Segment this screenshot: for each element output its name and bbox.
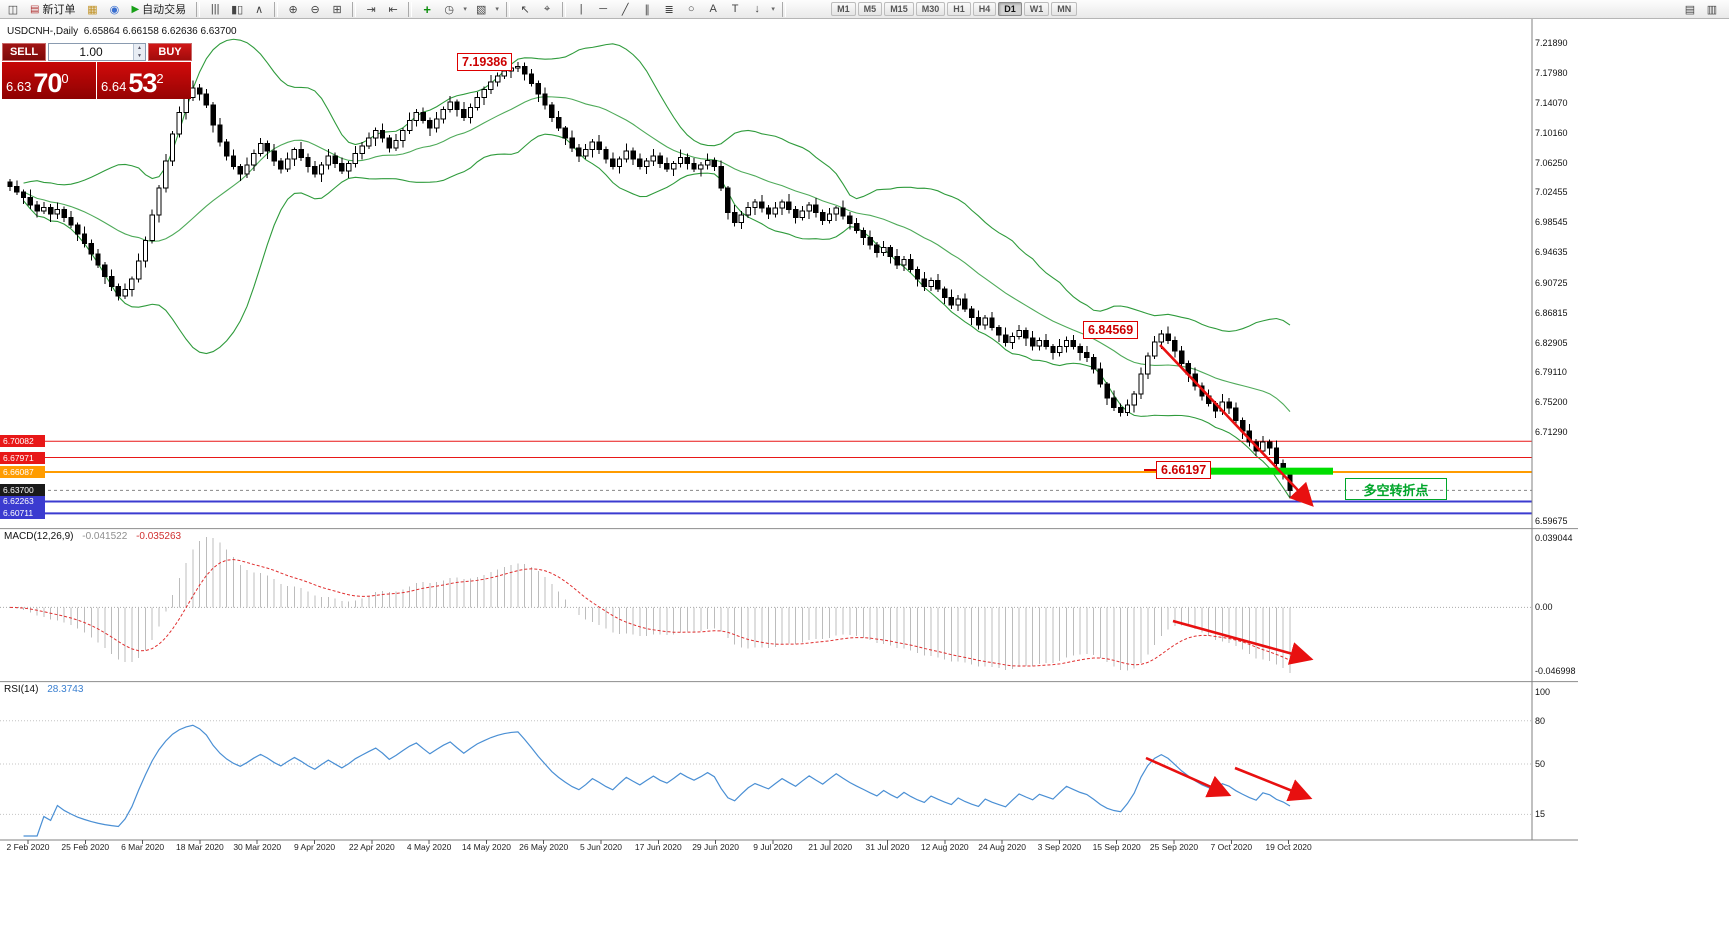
autotrading-button-icon: ▶: [131, 3, 140, 15]
timeframe-button-h4[interactable]: H4: [972, 2, 997, 16]
sell-button[interactable]: SELL: [2, 43, 46, 61]
bar-chart-icon[interactable]: |||: [210, 3, 220, 15]
rsi-title: RSI(14): [4, 684, 39, 695]
new-order-button-label: 新订单: [42, 4, 76, 16]
timeframe-button-d1[interactable]: D1: [998, 2, 1022, 16]
ask-sup: 2: [156, 71, 164, 86]
new-order-button-icon: ▤: [30, 3, 40, 15]
macd-indicator-label: MACD(12,26,9) -0.041522 -0.035263: [4, 531, 181, 542]
macd-signal-line: [9, 559, 1291, 667]
alerts-icon[interactable]: ◉: [109, 3, 120, 16]
rsi-level-lines: [0, 720, 1532, 815]
timeframe-group: M1 M5 M15 M30 H1 H4 D1 W1 MN: [830, 2, 1078, 16]
pane-dividers[interactable]: [0, 528, 1578, 683]
arrows-caret-icon[interactable]: ▾: [771, 6, 775, 13]
periods-icon[interactable]: ◷: [444, 3, 454, 16]
ohlc-values: 6.65864 6.66158 6.62636 6.63700: [83, 26, 237, 37]
horizontal-level-lines[interactable]: [0, 440, 1532, 515]
macd-main-value: -0.041522: [82, 531, 128, 542]
fibonacci-icon[interactable]: ≣: [664, 3, 674, 16]
text-label-icon[interactable]: T: [731, 3, 739, 15]
candlestick-chart-icon[interactable]: ▮▯: [231, 3, 244, 16]
tile-windows-icon[interactable]: ⊞: [332, 3, 342, 16]
volume-increment-icon[interactable]: ▲: [134, 44, 145, 52]
volume-value[interactable]: 1.00: [79, 45, 103, 59]
indicators-icon[interactable]: +: [423, 1, 431, 17]
profiles-icon[interactable]: ▦: [87, 3, 98, 16]
arrows-tool-icon[interactable]: ↓: [754, 3, 760, 15]
trendline-icon[interactable]: ╱: [621, 3, 629, 16]
timeframe-button-mn[interactable]: MN: [1051, 2, 1078, 16]
toolbar-separator: [562, 1, 567, 17]
macd-signal-value: -0.035263: [136, 531, 182, 542]
trend-arrows[interactable]: [1145, 344, 1314, 802]
chart-ohlc-header: USDCNH-,Daily 6.65864 6.66158 6.62636 6.…: [7, 26, 237, 37]
text-icon[interactable]: A: [709, 3, 717, 15]
popup-prices-icon[interactable]: ▤: [1684, 3, 1696, 16]
autotrading-button-label: 自动交易: [142, 4, 187, 16]
periods-caret-icon[interactable]: ▾: [463, 6, 467, 13]
volume-spinner: ▲ ▼: [133, 44, 145, 60]
toolbar-separator: [352, 1, 357, 17]
toolbar: ◫ ▤ 新订单 ▦ ◉ ▶ 自动交易 ||| ▮▯ ∧ ⊕ ⊖ ⊞ ⇥ ⇤ + ◷ ▾ ▧ ▾ ↖ ⌖ | ─ ╱ ∥ ≣ ○ A T ↓ ▾…: [0, 0, 1729, 19]
macd-histogram: [16, 537, 1291, 673]
rsi-indicator-label: RSI(14) 28.3743: [4, 684, 83, 695]
timeframe-button-m15[interactable]: M15: [884, 2, 914, 16]
crosshair-icon[interactable]: ⌖: [544, 2, 551, 15]
line-chart-icon[interactable]: ∧: [255, 3, 264, 16]
cursor-icon[interactable]: ↖: [520, 3, 530, 16]
turning-point-note[interactable]: 多空转折点: [1345, 478, 1447, 500]
rsi-line: [23, 724, 1291, 837]
templates-caret-icon[interactable]: ▾: [495, 6, 499, 13]
shapes-icon[interactable]: ○: [687, 3, 695, 15]
one-click-trading-panel: SELL 1.00 ▲ ▼ BUY 6.63 70 0 6.64 53 2: [2, 43, 192, 99]
timeframe-button-m5[interactable]: M5: [857, 2, 883, 16]
macd-title: MACD(12,26,9): [4, 531, 74, 542]
toolbar-separator: [782, 1, 787, 17]
chart-shift-icon[interactable]: ⇤: [388, 3, 398, 16]
volume-decrement-icon[interactable]: ▼: [134, 52, 145, 60]
buy-button[interactable]: BUY: [148, 43, 192, 61]
toolbar-separator: [408, 1, 413, 17]
ask-main: 6.64: [101, 79, 127, 94]
zoom-out-icon[interactable]: ⊖: [310, 3, 320, 16]
ask-big: 53: [128, 68, 157, 98]
symbol-title: USDCNH-,Daily: [7, 26, 79, 37]
toolbar-separator: [274, 1, 279, 17]
depth-of-market-icon[interactable]: ▥: [1706, 3, 1718, 16]
new-order-button[interactable]: ▤ 新订单: [24, 0, 81, 19]
bid-big: 70: [33, 68, 62, 98]
zoom-in-icon[interactable]: ⊕: [288, 3, 298, 16]
timeframe-button-w1[interactable]: W1: [1023, 2, 1050, 16]
rsi-value: 28.3743: [47, 684, 84, 695]
bid-price-cell[interactable]: 6.63 70 0: [2, 62, 96, 99]
date-axis-ticks: [27, 840, 1290, 844]
toolbar-separator: [196, 1, 201, 17]
timeframe-button-h1[interactable]: H1: [947, 2, 971, 16]
toolbar-right-icons: ▤ ▥: [1679, 0, 1723, 19]
bid-sup: 0: [61, 71, 69, 86]
support-zone-bar[interactable]: [1210, 467, 1333, 475]
channel-icon[interactable]: ∥: [644, 3, 650, 16]
candlestick-series: [7, 62, 1293, 499]
toolbar-separator: [506, 1, 511, 17]
timeframe-button-m1[interactable]: M1: [831, 2, 856, 16]
bid-main: 6.63: [6, 79, 32, 94]
volume-input[interactable]: 1.00 ▲ ▼: [48, 43, 146, 61]
auto-scroll-icon[interactable]: ⇥: [366, 3, 376, 16]
vertical-line-icon[interactable]: |: [579, 3, 583, 15]
axis-frame: [0, 19, 1578, 841]
bollinger-bands: [23, 38, 1291, 499]
timeframe-button-m30[interactable]: M30: [915, 2, 946, 16]
ask-price-cell[interactable]: 6.64 53 2: [97, 62, 191, 99]
horizontal-line-icon[interactable]: ─: [599, 3, 608, 15]
templates-icon[interactable]: ▧: [475, 3, 487, 16]
autotrading-button[interactable]: ▶ 自动交易: [125, 0, 192, 19]
chart-window-icon[interactable]: ◫: [7, 3, 19, 16]
